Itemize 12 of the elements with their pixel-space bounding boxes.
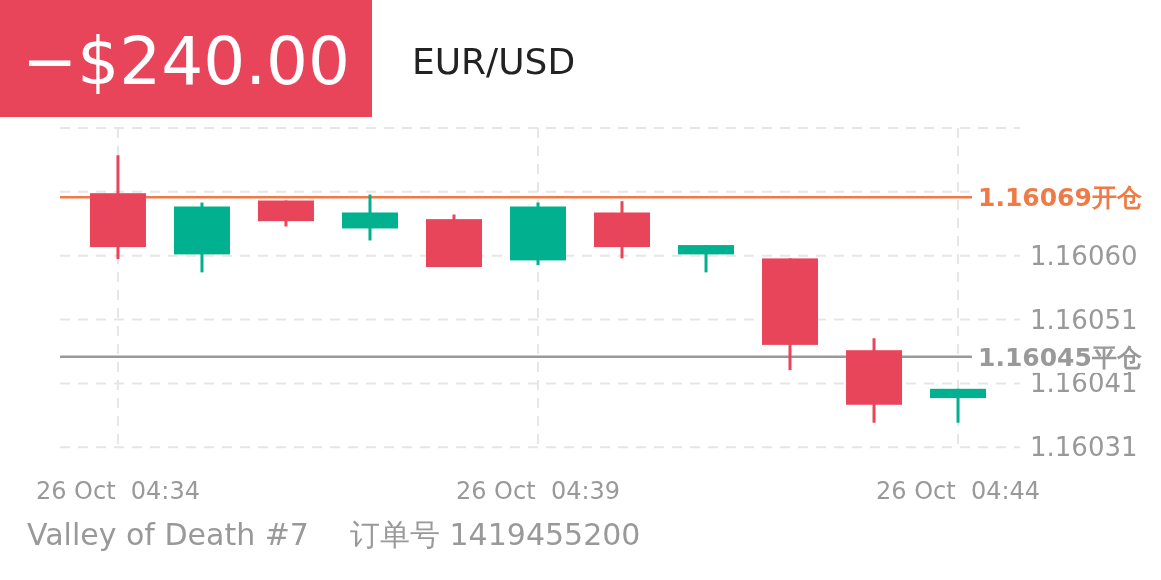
y-tick-label: 1.16051: [1030, 304, 1138, 335]
x-tick-label: 26 Oct 04:39: [455, 477, 621, 505]
text: 订单号 1419455200: [350, 517, 641, 552]
y-tick-label: 1.16060: [1030, 240, 1138, 271]
y-tick-label: 1.16031: [1030, 432, 1138, 463]
text: Valley of Death #7: [27, 517, 309, 552]
chart-subtitle: EUR/USD: [412, 41, 576, 82]
ref-line-label: 1.16069开仓: [978, 183, 1142, 213]
x-tick-label: 26 Oct 04:44: [875, 477, 1041, 505]
x-tick-label: 26 Oct 04:34: [35, 477, 201, 505]
ref-line-label: 1.16045平仓: [978, 342, 1142, 372]
chart-title: −$240.00: [21, 23, 351, 100]
